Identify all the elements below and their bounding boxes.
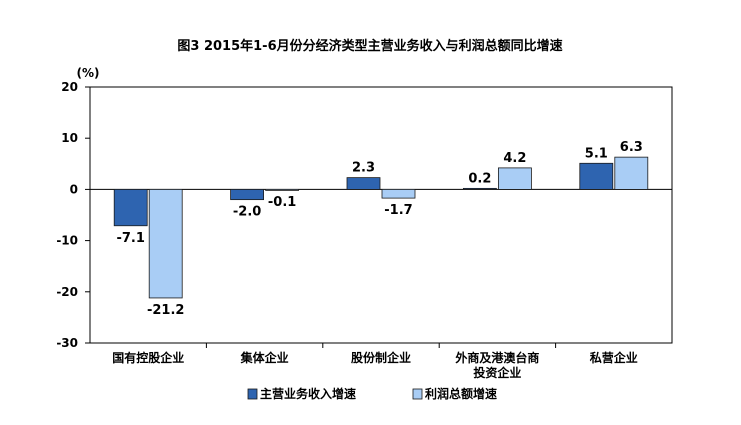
data-label: 4.2 (503, 151, 526, 166)
bar-revenue (462, 187, 497, 190)
x-category-label: 外商及港澳台商 (455, 350, 539, 365)
y-tick-label: 20 (61, 80, 78, 94)
data-label: 0.2 (468, 171, 491, 186)
data-label: -1.7 (384, 203, 412, 218)
x-category-label: 国有控股企业 (112, 350, 184, 365)
bar-profit (497, 167, 532, 190)
data-label: 5.1 (585, 146, 608, 161)
data-label: -7.1 (116, 231, 144, 246)
y-axis-unit-label: (%) (77, 66, 100, 80)
x-category-label: 私营企业 (589, 350, 638, 365)
data-label: -0.1 (268, 195, 296, 210)
x-category-label: 投资企业 (473, 365, 521, 380)
legend-label: 利润总额增速 (425, 386, 497, 401)
legend-label: 主营业务收入增速 (260, 386, 356, 401)
legend-swatch (412, 388, 423, 400)
data-label: -2.0 (233, 205, 261, 220)
bar-revenue (579, 162, 614, 190)
y-tick-label: -20 (56, 285, 78, 299)
bar-profit (265, 188, 300, 191)
plot-frame (89, 86, 673, 344)
y-tick-label: 0 (70, 182, 78, 196)
y-tick-label: -10 (56, 234, 78, 248)
y-tick-label: -30 (56, 336, 78, 350)
data-label: -21.2 (147, 303, 184, 318)
y-tick-label: 10 (61, 131, 78, 145)
bar-profit (381, 188, 416, 199)
plot-area: 20 10 0 -10 -20 -30 -7.1 -21.2 国有控股企业 -2.0 -0.1 集体企… (56, 80, 673, 380)
legend-swatch (247, 388, 258, 400)
data-label: 6.3 (620, 140, 643, 155)
data-label: 2.3 (352, 161, 375, 176)
x-category-label: 股份制企业 (351, 350, 411, 365)
bar-profit (148, 188, 183, 299)
bar-revenue (346, 177, 381, 190)
legend: 主营业务收入增速 利润总额增速 (247, 386, 497, 401)
chart-title: 图3 2015年1-6月份分经济类型主营业务收入与利润总额同比增速 (177, 38, 562, 54)
x-category-label: 集体企业 (240, 350, 289, 365)
bar-profit (614, 156, 649, 190)
bar-revenue (230, 188, 265, 201)
bar-revenue (113, 188, 148, 227)
